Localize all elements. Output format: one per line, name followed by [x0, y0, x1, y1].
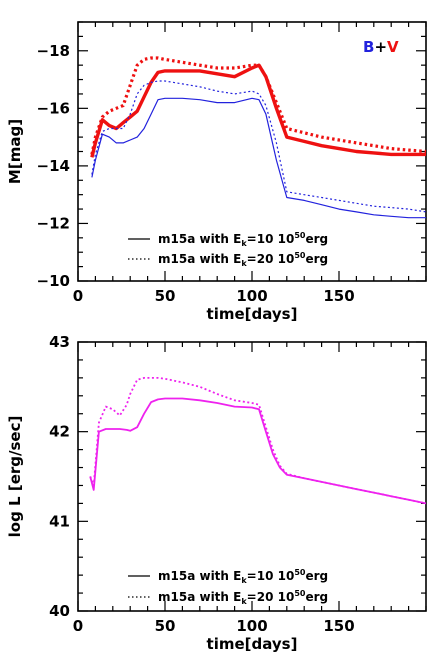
y-axis-label: log L [erg/sec] [6, 416, 24, 538]
y-tick-label: −16 [37, 99, 70, 117]
band-label: B+V [363, 38, 399, 56]
legend-label: m15a with Ek=10 1050erg [158, 231, 328, 248]
legend-label: m15a with Ek=20 1050erg [158, 589, 328, 606]
x-tick-label: 100 [236, 287, 267, 305]
y-tick-label: −12 [37, 214, 70, 232]
x-tick-label: 100 [236, 617, 267, 635]
y-tick-label: −10 [37, 272, 70, 290]
x-tick-label: 150 [323, 617, 354, 635]
y-tick-label: 42 [49, 423, 70, 441]
x-tick-label: 0 [73, 287, 83, 305]
luminosity-panel: 0 50 100 150 40 41 42 43 time[days] log L [erg/se… [6, 333, 427, 653]
x-axis-label: time[days] [207, 305, 298, 323]
y-tick-label: −14 [37, 157, 70, 175]
x-axis-label: time[days] [207, 635, 298, 653]
series-group [89, 376, 426, 505]
magnitude-panel: 0 50 100 150 −10 −12 −14 −16 −18 time[days] M[mag]… [6, 21, 427, 323]
v-band-ek20-line [90, 56, 426, 155]
luminosity-ek10-line [89, 397, 426, 505]
b-band-ek10-line [91, 97, 426, 219]
plot-frame [77, 341, 427, 612]
legend-label: m15a with Ek=20 1050erg [158, 251, 328, 268]
luminosity-ek20-line [89, 376, 426, 505]
x-tick-label: 0 [73, 617, 83, 635]
x-tick-label: 50 [155, 617, 176, 635]
x-tick-label: 50 [155, 287, 176, 305]
y-axis-label: M[mag] [6, 119, 24, 184]
y-tick-label: 40 [49, 602, 70, 620]
legend-label: m15a with Ek=10 1050erg [158, 568, 328, 585]
v-band-ek10-line [90, 63, 426, 158]
y-tick-label: 43 [49, 333, 70, 351]
y-tick-label: 41 [49, 512, 70, 530]
series-group [90, 56, 426, 219]
y-tick-label: −18 [37, 42, 70, 60]
b-band-ek20-line [91, 80, 426, 213]
x-tick-label: 150 [323, 287, 354, 305]
